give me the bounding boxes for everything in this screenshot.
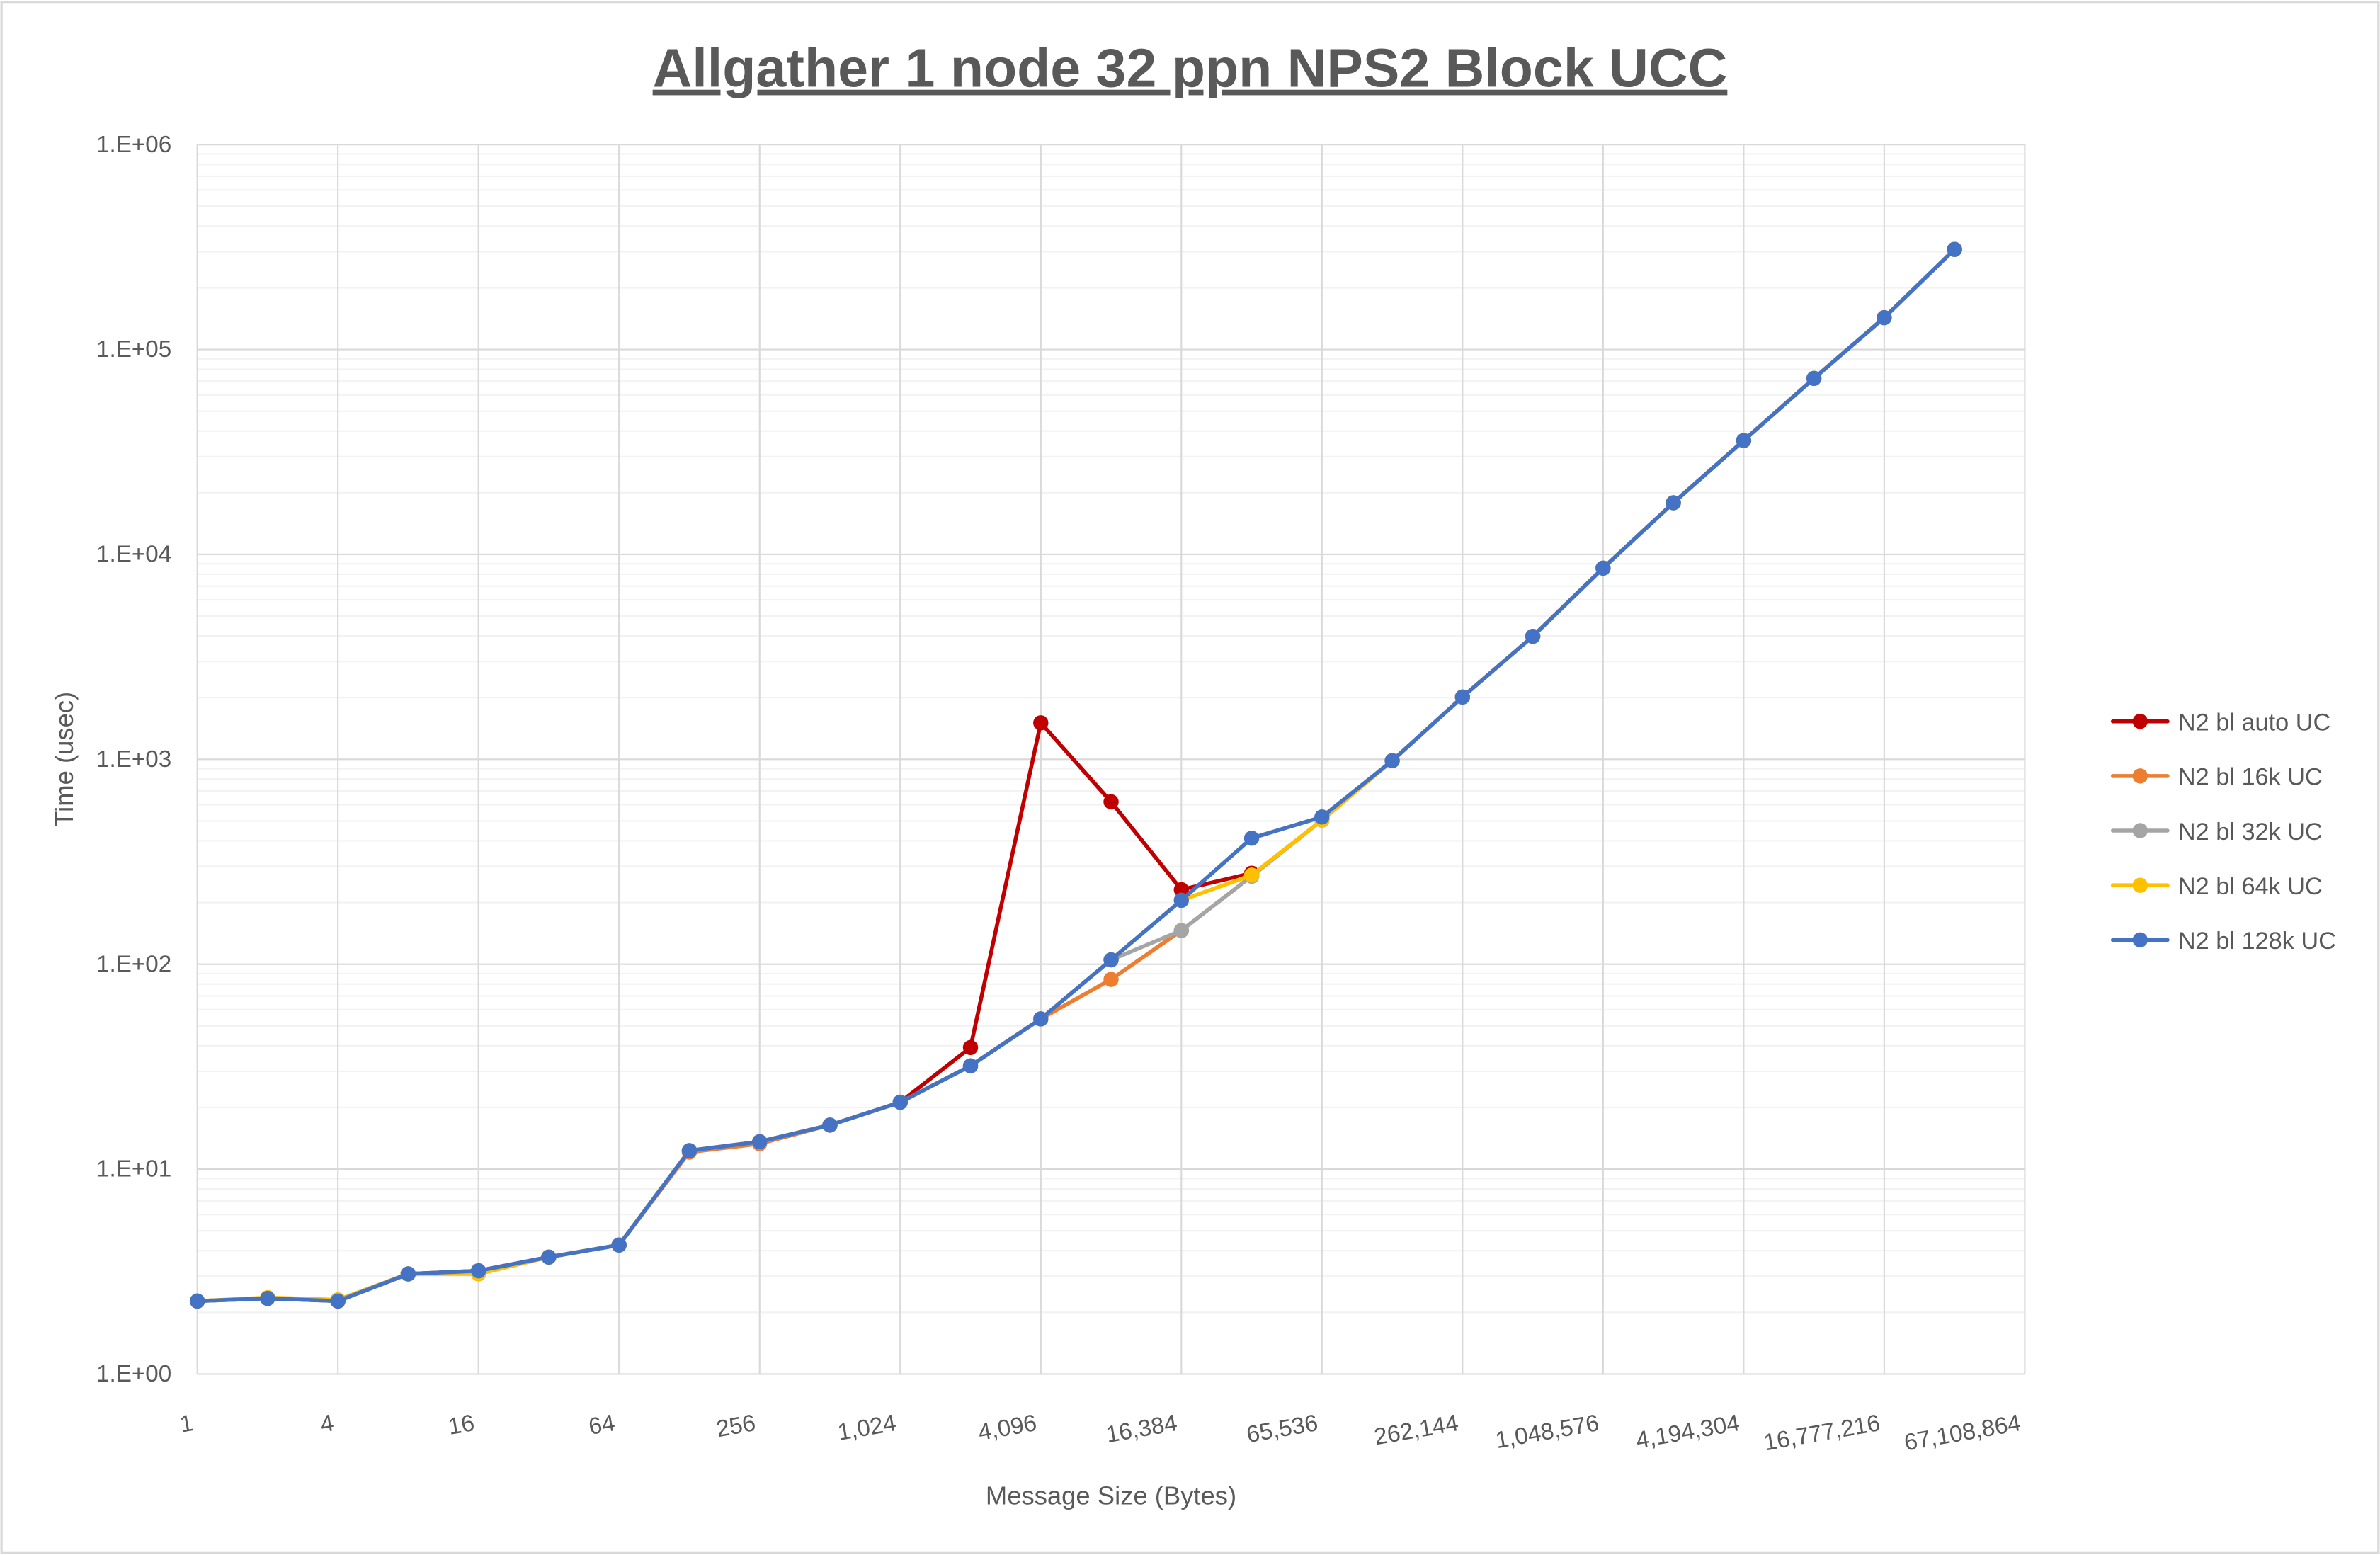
data-point bbox=[1243, 867, 1260, 883]
series-line bbox=[197, 248, 1957, 1304]
gridlines bbox=[196, 144, 2026, 1375]
data-point bbox=[962, 1058, 979, 1073]
legend-dot-marker bbox=[2132, 877, 2148, 893]
legend-label: N2 bl 64k UC bbox=[2178, 873, 2323, 900]
data-point bbox=[260, 1290, 275, 1306]
data-point bbox=[1103, 952, 1119, 968]
legend-item: N2 bl 64k UC bbox=[2110, 873, 2323, 900]
data-point bbox=[1314, 809, 1330, 825]
chart-title: Allgather 1 node 32 ppn NPS2 Block UCC bbox=[653, 38, 1728, 99]
data-point bbox=[1173, 923, 1190, 938]
data-point bbox=[1454, 689, 1471, 705]
data-point bbox=[400, 1266, 416, 1282]
data-point bbox=[1173, 882, 1190, 898]
y-tick-label: 1.E+01 bbox=[96, 1156, 171, 1183]
y-tick-label: 1.E+04 bbox=[96, 542, 171, 568]
y-tick-label: 1.E+02 bbox=[96, 951, 171, 977]
legend-item: N2 bl 128k UC bbox=[2110, 928, 2336, 955]
data-point bbox=[1173, 892, 1190, 908]
y-tick-labels: 1.E+00 1.E+01 1.E+02 1.E+03 1.E+04 1.E+05 1.E+… bbox=[96, 132, 171, 1387]
legend-label: N2 bl 128k UC bbox=[2178, 928, 2336, 955]
legend-item: N2 bl 16k UC bbox=[2110, 764, 2323, 791]
legend-dot-marker bbox=[2132, 768, 2148, 784]
y-tick-label: 1.E+05 bbox=[96, 336, 171, 363]
data-point bbox=[541, 1249, 557, 1265]
data-point bbox=[822, 1117, 838, 1133]
data-point bbox=[1947, 241, 1962, 257]
y-axis-title: Time (usec) bbox=[50, 692, 79, 827]
x-axis-title: Message Size (Bytes) bbox=[986, 1481, 1236, 1510]
legend-label: N2 bl 32k UC bbox=[2178, 819, 2323, 845]
data-point bbox=[1595, 560, 1611, 576]
data-point bbox=[962, 1039, 979, 1056]
data-point bbox=[1525, 628, 1541, 644]
legend: N2 bl auto UC N2 bl 16k UC N2 bl 32k UC N2 … bbox=[2110, 710, 2336, 955]
data-point bbox=[1033, 715, 1049, 731]
data-point bbox=[189, 1293, 205, 1309]
legend-dot-marker bbox=[2132, 823, 2148, 838]
legend-item: N2 bl 32k UC bbox=[2110, 819, 2323, 845]
data-point bbox=[1103, 794, 1119, 810]
data-point bbox=[611, 1237, 627, 1253]
x-tick-label: 16 bbox=[446, 1410, 477, 1440]
legend-label: N2 bl 16k UC bbox=[2178, 764, 2323, 791]
data-point bbox=[1033, 1011, 1049, 1027]
data-point bbox=[330, 1293, 346, 1309]
series-n2-bl-128k-uc bbox=[189, 241, 1962, 1309]
data-point bbox=[1243, 830, 1260, 846]
legend-item: N2 bl auto UC bbox=[2110, 710, 2330, 736]
data-point bbox=[1806, 370, 1822, 387]
data-point bbox=[681, 1143, 698, 1158]
y-tick-label: 1.E+03 bbox=[96, 746, 171, 773]
x-tick-label: 64 bbox=[587, 1410, 617, 1440]
legend-dot-marker bbox=[2132, 932, 2148, 948]
series-group bbox=[189, 241, 1962, 1309]
legend-label: N2 bl auto UC bbox=[2178, 710, 2330, 736]
legend-dot-marker bbox=[2132, 713, 2148, 729]
data-point bbox=[1877, 309, 1892, 326]
data-point bbox=[1666, 495, 1681, 511]
data-point bbox=[1103, 972, 1119, 987]
data-point bbox=[752, 1134, 768, 1150]
y-tick-label: 1.E+06 bbox=[96, 132, 171, 158]
data-point bbox=[1384, 753, 1400, 769]
y-tick-label: 1.E+00 bbox=[96, 1361, 171, 1387]
data-point bbox=[470, 1263, 486, 1279]
data-point bbox=[1736, 433, 1752, 448]
data-point bbox=[892, 1094, 908, 1110]
